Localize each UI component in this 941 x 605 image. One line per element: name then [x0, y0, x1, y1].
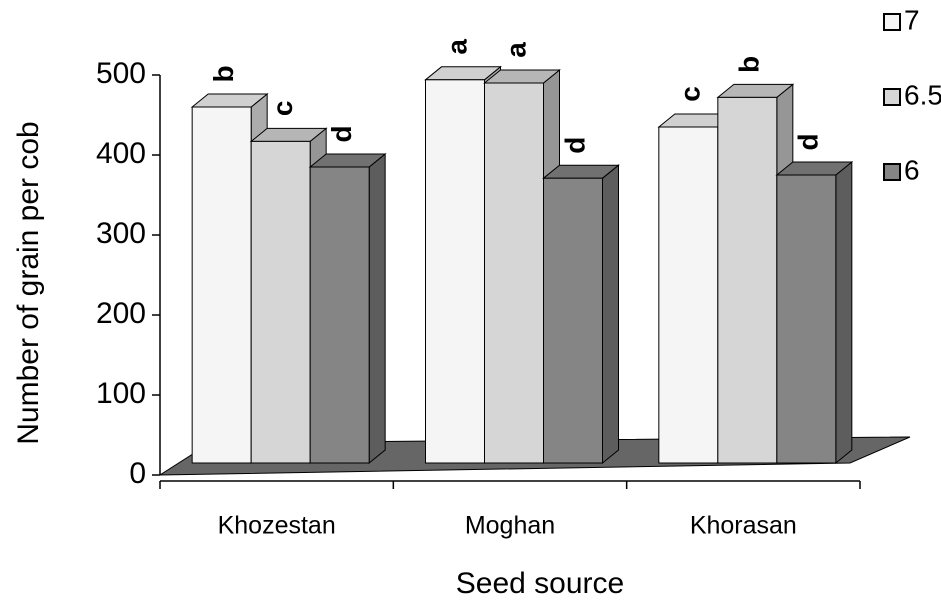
bar-letter: d [326, 125, 357, 142]
y-tick-label: 100 [96, 377, 146, 410]
bar-face [425, 79, 485, 464]
legend-label: 7 [904, 4, 920, 35]
legend-swatch [883, 13, 901, 31]
bar-face [602, 164, 619, 465]
legend-swatch [883, 88, 901, 106]
bar-face [776, 174, 837, 464]
bar-letter: c [267, 101, 298, 117]
bar-face [309, 166, 370, 464]
bar-face [658, 126, 719, 464]
legend-label: 6 [904, 154, 920, 185]
bar-face [835, 160, 853, 465]
x-tick-label: Moghan [465, 512, 555, 540]
bar [775, 160, 854, 465]
bar [542, 164, 620, 465]
x-axis-title: Seed source [456, 567, 624, 600]
bar-letter: b [208, 65, 239, 82]
bar-letter: c [675, 86, 706, 102]
bar-face [250, 140, 311, 464]
bar [308, 152, 387, 465]
bar-letter: a [500, 42, 531, 58]
x-tick-label: Khozestan [218, 512, 336, 540]
y-axis-title: Number of grain per cob [12, 121, 45, 445]
bar-letter: d [793, 133, 824, 150]
bar-letter: d [559, 137, 590, 154]
legend-swatch [883, 163, 901, 181]
bar-face [543, 177, 603, 464]
y-tick-label: 500 [96, 57, 146, 90]
bar-letter: a [441, 39, 472, 55]
bar-letter: b [734, 56, 765, 73]
y-tick-label: 300 [96, 217, 146, 250]
legend-label: 6.5 [904, 79, 941, 110]
bar-face [484, 82, 544, 464]
y-tick-label: 200 [96, 297, 146, 330]
y-tick-label: 400 [96, 137, 146, 170]
bar-face [717, 96, 778, 464]
bar-face [191, 106, 252, 464]
y-tick-label: 0 [129, 457, 146, 490]
bar-face [368, 152, 386, 465]
x-tick-label: Khorasan [690, 512, 797, 540]
